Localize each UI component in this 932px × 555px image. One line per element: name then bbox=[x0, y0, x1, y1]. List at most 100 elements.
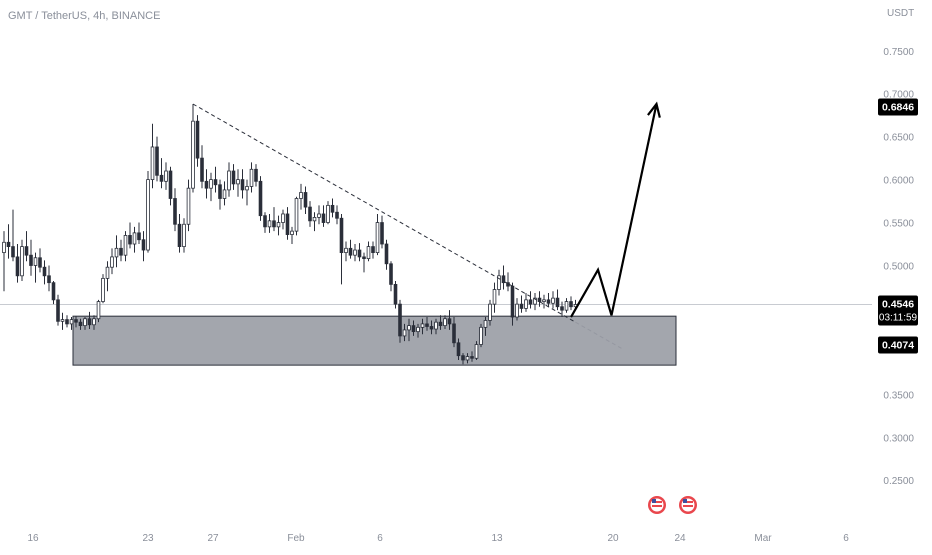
candle-body bbox=[123, 235, 128, 256]
candle-body bbox=[375, 222, 380, 254]
candle bbox=[515, 298, 519, 321]
candle-body bbox=[560, 306, 564, 311]
candle bbox=[533, 292, 537, 311]
candle-body bbox=[263, 215, 267, 228]
y-tick-label: 0.2500 bbox=[883, 476, 914, 487]
candle-body bbox=[515, 303, 519, 318]
candle bbox=[159, 158, 164, 189]
candle-body bbox=[29, 254, 33, 266]
candle-body bbox=[497, 275, 501, 290]
candle bbox=[236, 169, 240, 197]
candle-body bbox=[60, 319, 65, 322]
candle-body bbox=[236, 179, 240, 185]
candle-body bbox=[362, 256, 366, 260]
candle-body bbox=[128, 235, 132, 245]
annotation-layer[interactable] bbox=[192, 101, 661, 349]
candle-body bbox=[528, 299, 533, 305]
candle-body bbox=[159, 174, 164, 182]
candle-body bbox=[258, 180, 263, 217]
candle bbox=[537, 291, 542, 307]
candle bbox=[281, 209, 285, 230]
candle-body bbox=[371, 246, 375, 254]
candle-body bbox=[420, 323, 425, 328]
x-tick-label: Feb bbox=[287, 533, 305, 544]
candle bbox=[425, 317, 429, 331]
candle-body bbox=[254, 168, 258, 182]
candle bbox=[42, 260, 47, 285]
candle bbox=[393, 280, 398, 309]
candle-body bbox=[96, 301, 101, 320]
candle-body bbox=[56, 299, 60, 322]
candle bbox=[299, 183, 303, 210]
candle-body bbox=[353, 249, 357, 256]
candle bbox=[200, 145, 204, 189]
candle-body bbox=[488, 303, 492, 321]
candle-body bbox=[542, 299, 546, 302]
us-event-icon[interactable] bbox=[679, 496, 697, 514]
candle-body bbox=[33, 257, 38, 266]
candle bbox=[24, 231, 29, 262]
candle bbox=[416, 323, 420, 338]
flag-canton bbox=[652, 499, 656, 503]
candle bbox=[438, 315, 443, 330]
candle bbox=[29, 239, 33, 276]
candle bbox=[519, 295, 524, 313]
candle bbox=[263, 212, 267, 233]
candle bbox=[551, 291, 555, 309]
candle-body bbox=[447, 318, 452, 325]
candle bbox=[249, 162, 254, 193]
candle-body bbox=[506, 282, 510, 287]
candle bbox=[123, 231, 128, 262]
candle-body bbox=[308, 206, 312, 222]
x-tick-label: 6 bbox=[377, 533, 383, 544]
candle-body bbox=[51, 282, 56, 301]
flag-stripe bbox=[683, 501, 693, 503]
flag-canton bbox=[683, 499, 687, 503]
trendline[interactable] bbox=[192, 103, 576, 323]
candle bbox=[141, 231, 146, 262]
event-marker-layer[interactable] bbox=[648, 496, 697, 514]
candle-body bbox=[443, 318, 447, 327]
x-tick-label: 20 bbox=[607, 533, 619, 544]
y-tick-label: 0.3500 bbox=[883, 390, 914, 401]
candle bbox=[38, 248, 42, 273]
candle-body bbox=[411, 325, 416, 333]
candle bbox=[443, 315, 447, 330]
candle bbox=[474, 341, 479, 360]
candle bbox=[204, 169, 209, 199]
candle-body bbox=[380, 222, 384, 245]
candle bbox=[96, 299, 101, 323]
candle bbox=[501, 265, 506, 290]
candle-body bbox=[519, 303, 524, 309]
candle-body bbox=[92, 318, 96, 326]
candle-body bbox=[155, 146, 159, 176]
candle-body bbox=[348, 247, 353, 256]
candle bbox=[375, 213, 380, 256]
flag-stripe bbox=[683, 505, 693, 507]
candle bbox=[465, 353, 470, 364]
us-event-icon[interactable] bbox=[648, 496, 666, 514]
candle bbox=[51, 280, 56, 305]
candle-body bbox=[384, 243, 389, 265]
candle bbox=[362, 252, 366, 273]
candle bbox=[240, 169, 245, 199]
candle bbox=[119, 239, 123, 262]
candle-body bbox=[38, 257, 42, 268]
candle bbox=[276, 215, 281, 236]
candle-body bbox=[398, 303, 402, 337]
candle bbox=[15, 244, 20, 283]
candle bbox=[155, 136, 159, 182]
candle bbox=[20, 239, 24, 281]
x-tick-label: Mar bbox=[754, 533, 772, 544]
candle-body bbox=[141, 239, 146, 251]
candle-body bbox=[74, 319, 78, 323]
candle-body bbox=[227, 170, 231, 191]
candle bbox=[92, 315, 96, 330]
projection-path[interactable] bbox=[570, 103, 658, 318]
candle-body bbox=[492, 289, 497, 305]
candle bbox=[330, 198, 335, 218]
candle-body bbox=[222, 189, 227, 199]
candle bbox=[168, 166, 173, 206]
